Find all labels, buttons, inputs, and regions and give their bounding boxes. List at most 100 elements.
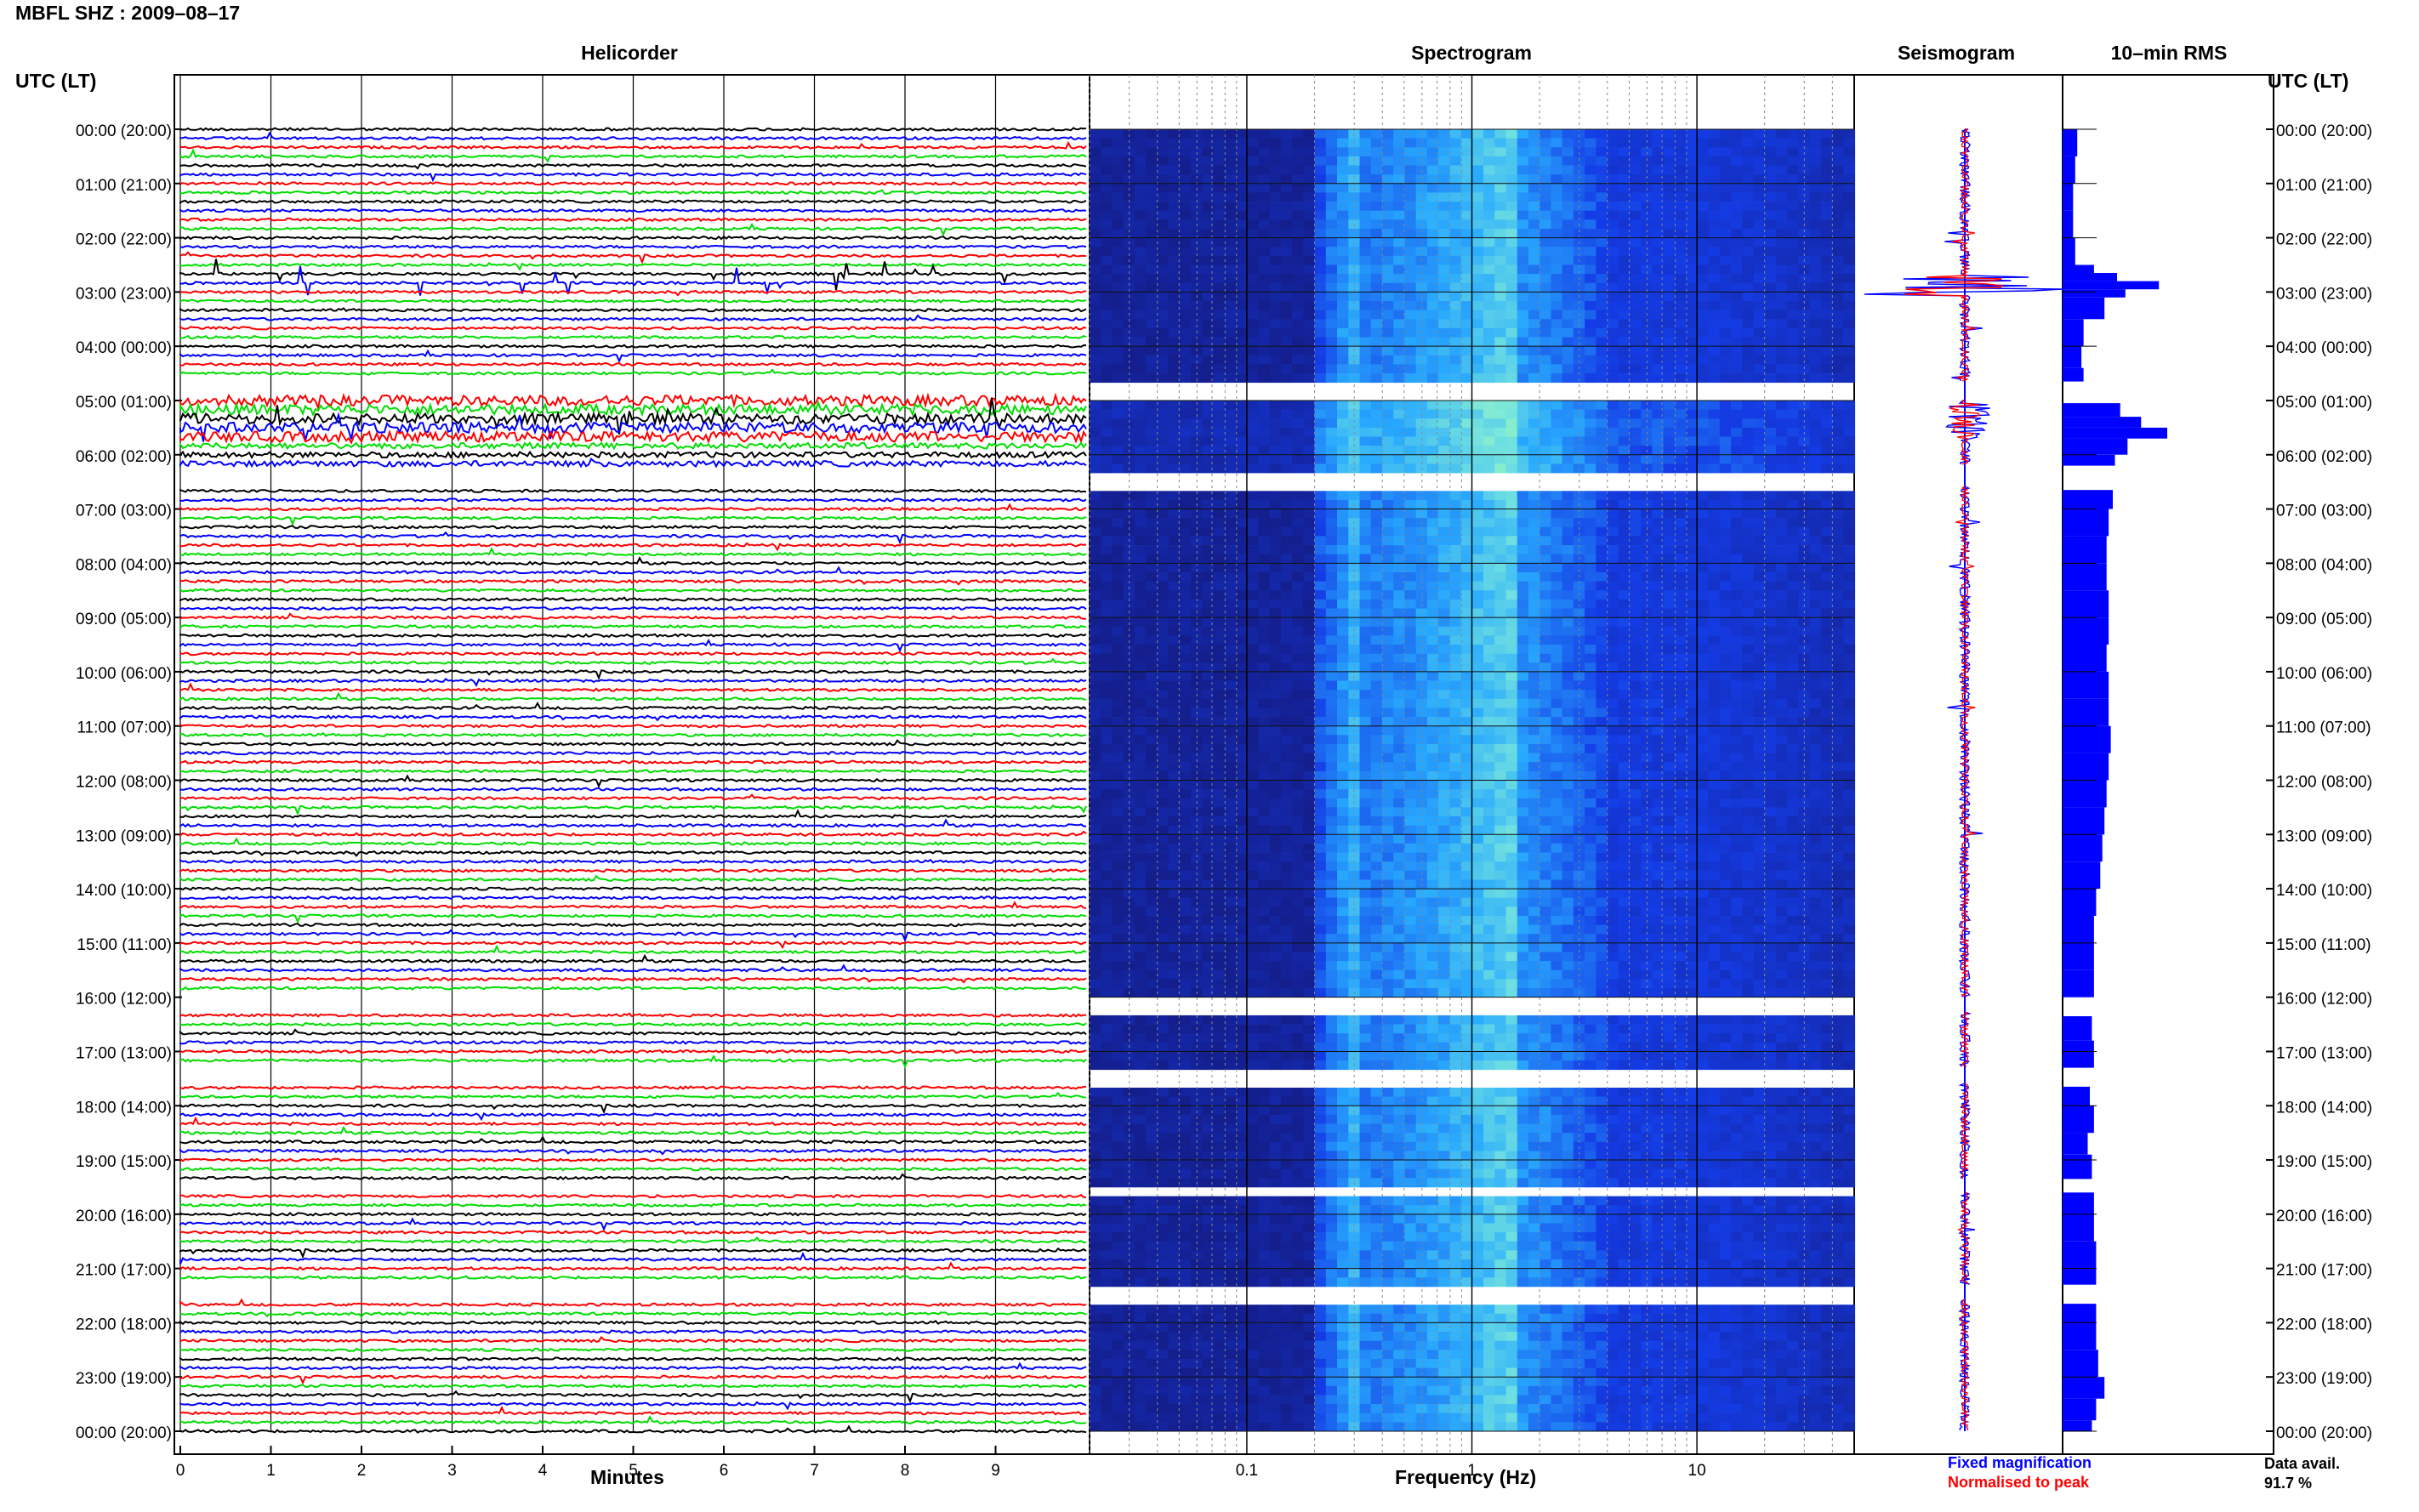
spectrogram-cell	[1719, 210, 1732, 220]
spectrogram-cell	[1618, 401, 1631, 410]
spectrogram-cell	[1708, 708, 1721, 718]
spectrogram-cell	[1224, 310, 1237, 320]
spectrogram-cell	[1809, 454, 1822, 464]
spectrogram-cell	[1832, 662, 1844, 673]
spectrogram-cell	[1370, 626, 1383, 636]
spectrogram-cell	[1269, 491, 1282, 501]
spectrogram-cell	[1652, 292, 1665, 302]
spectrogram-cell	[1415, 717, 1428, 727]
spectrogram-cell	[1832, 590, 1844, 600]
spectrogram-cell	[1585, 147, 1597, 157]
spectrogram-cell	[1303, 509, 1316, 519]
spectrogram-cell	[1820, 708, 1833, 718]
spectrogram-cell	[1415, 174, 1428, 185]
spectrogram-cell	[1652, 744, 1665, 753]
spectrogram-cell	[1809, 183, 1822, 193]
spectrogram-cell	[1112, 409, 1124, 419]
spectrogram-cell	[1809, 219, 1822, 230]
spectrogram-cell	[1449, 409, 1462, 419]
spectrogram-cell	[1764, 301, 1777, 310]
spectrogram-cell	[1179, 725, 1192, 736]
spectrogram-cell	[1202, 174, 1215, 185]
spectrogram-cell	[1404, 202, 1417, 212]
spectrogram-cell	[1674, 346, 1687, 356]
spectrogram-cell	[1573, 635, 1585, 645]
spectrogram-cell	[1359, 436, 1372, 446]
spectrogram-cell	[1471, 183, 1484, 193]
spectrogram-cell	[1269, 789, 1282, 799]
spectrogram-cell	[1292, 645, 1304, 654]
spectrogram-cell	[1731, 590, 1743, 600]
spectrogram-cell	[1753, 174, 1766, 185]
spectrogram-cell	[1607, 282, 1619, 293]
spectrogram-cell	[1280, 446, 1293, 456]
spectrogram-cell	[1157, 499, 1170, 509]
spectrogram-cell	[1090, 725, 1101, 736]
spectrogram-cell	[1224, 635, 1237, 645]
spectrogram-cell	[1213, 554, 1226, 564]
spectrogram-cell	[1393, 536, 1405, 546]
spectrogram-cell	[1348, 147, 1361, 157]
spectrogram-cell	[1348, 680, 1361, 691]
spectrogram-cell	[1337, 563, 1349, 573]
spectrogram-cell	[1247, 518, 1259, 528]
helicorder-trace	[179, 148, 1087, 163]
spectrogram-cell	[1787, 183, 1799, 193]
spectrogram-cell	[1123, 717, 1136, 727]
data-avail-value: 91.7 %	[2264, 1475, 2313, 1492]
spectrogram-cell	[1809, 599, 1822, 609]
spectrogram-cell	[1438, 491, 1450, 501]
spectrogram-cell	[1134, 526, 1147, 537]
spectrogram-cell	[1775, 608, 1788, 618]
spectrogram-cell	[1146, 780, 1158, 790]
spectrogram-cell	[1528, 210, 1540, 220]
spectrogram-cell	[1652, 708, 1665, 718]
spectrogram-cell	[1798, 210, 1811, 220]
spectrogram-cell	[1719, 192, 1732, 202]
spectrogram-cell	[1292, 635, 1304, 645]
spectrogram-cell	[1494, 409, 1506, 419]
spectrogram-cell	[1483, 491, 1495, 501]
spectrogram-cell	[1697, 355, 1710, 365]
spectrogram-cell	[1775, 735, 1788, 745]
spectrogram-cell	[1820, 346, 1833, 356]
spectrogram-cell	[1742, 327, 1755, 338]
spectrogram-cell	[1483, 590, 1495, 600]
spectrogram-cell	[1325, 310, 1338, 320]
spectrogram-cell	[1787, 770, 1799, 781]
spectrogram-cell	[1325, 499, 1338, 509]
spectrogram-cell	[1438, 645, 1450, 654]
spectrogram-cell	[1090, 717, 1101, 727]
spectrogram-cell	[1775, 174, 1788, 185]
spectrogram-cell	[1753, 617, 1766, 628]
spectrogram-cell	[1663, 725, 1676, 736]
spectrogram-cell	[1820, 735, 1833, 745]
spectrogram-cell	[1540, 680, 1551, 691]
spectrogram-cell	[1528, 229, 1540, 238]
spectrogram-cell	[1224, 282, 1237, 293]
spectrogram-cell	[1449, 364, 1462, 374]
spectrogram-cell	[1775, 409, 1788, 419]
spectrogram-cell	[1438, 310, 1450, 320]
spectrogram-cell	[1179, 526, 1192, 537]
spectrogram-cell	[1764, 753, 1777, 763]
spectrogram-cell	[1404, 147, 1417, 157]
spectrogram-cell	[1348, 581, 1361, 591]
spectrogram-cell	[1596, 247, 1608, 257]
spectrogram-cell	[1438, 518, 1450, 528]
spectrogram-cell	[1731, 355, 1743, 365]
spectrogram-cell	[1426, 264, 1439, 275]
spectrogram-cell	[1641, 717, 1653, 727]
spectrogram-cell	[1731, 762, 1743, 772]
spectrogram-cell	[1787, 364, 1799, 374]
spectrogram-cell	[1168, 626, 1181, 636]
spectrogram-cell	[1528, 735, 1540, 745]
spectrogram-cell	[1652, 156, 1665, 166]
spectrogram-cell	[1247, 617, 1259, 628]
spectrogram-cell	[1843, 671, 1856, 681]
spectrogram-cell	[1202, 581, 1215, 591]
spectrogram-cell	[1280, 355, 1293, 365]
spectrogram-cell	[1809, 282, 1822, 293]
spectrogram-cell	[1348, 789, 1361, 799]
spectrogram-cell	[1236, 156, 1248, 166]
